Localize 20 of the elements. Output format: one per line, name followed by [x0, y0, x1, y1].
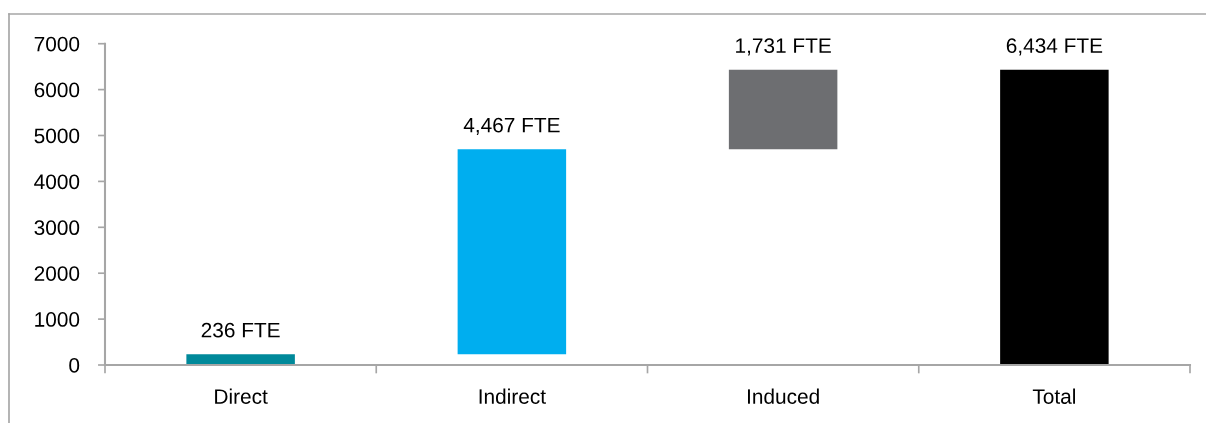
y-tick-label: 6000 [34, 82, 80, 98]
bar [457, 149, 567, 355]
x-tick-label: Induced [747, 388, 819, 404]
y-tick-label: 7000 [34, 36, 80, 52]
y-tick-label: 0 [69, 358, 80, 373]
data-label: 1,731 FTE [736, 38, 831, 56]
data-label: 236 FTE [201, 322, 280, 338]
y-tick-label: 3000 [34, 220, 80, 236]
bar [186, 354, 295, 365]
data-label: 6,434 FTE [1006, 38, 1103, 56]
y-tick-label: 5000 [34, 128, 80, 144]
x-tick-label: Total [1032, 388, 1075, 404]
bar [1000, 69, 1109, 365]
y-tick-label: 1000 [35, 312, 80, 327]
x-tick-label: Indirect [479, 388, 546, 404]
y-tick-label: 2000 [34, 266, 80, 281]
bar [728, 69, 838, 150]
x-tick-label: Direct [215, 388, 268, 404]
data-label: 4,467 FTE [463, 117, 560, 135]
y-tick-label: 4000 [34, 174, 80, 190]
